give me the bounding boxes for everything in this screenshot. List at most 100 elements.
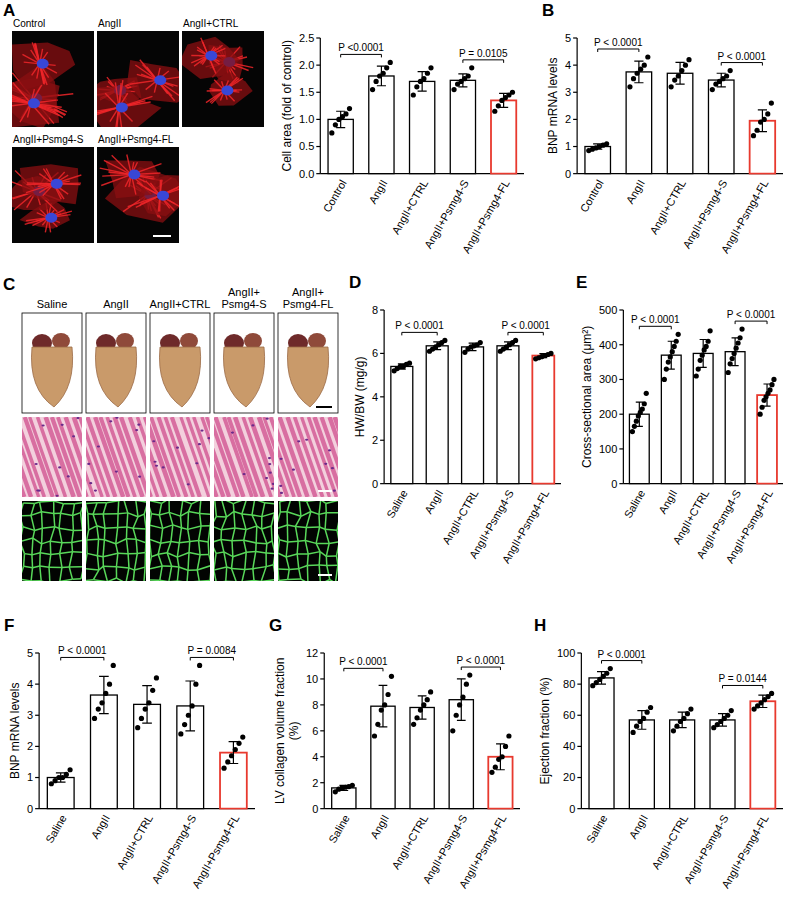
membrane <box>278 553 286 557</box>
data-point <box>604 141 609 146</box>
data-marks <box>629 327 777 484</box>
membrane <box>288 578 301 580</box>
data-point <box>414 84 419 89</box>
membrane <box>252 515 262 517</box>
membrane <box>144 567 145 581</box>
membrane <box>167 542 171 553</box>
image-panel: CSalineAngIIAngII+CTRLAngII+Psmg4-SAngII… <box>0 275 399 584</box>
x-tick-label: AngII+Psmg4-FL <box>719 813 771 891</box>
data-point <box>676 332 681 337</box>
error-bar <box>458 74 467 87</box>
membrane <box>278 512 280 529</box>
membrane <box>188 552 189 570</box>
stress-fiber <box>32 210 64 226</box>
data-point <box>150 688 155 693</box>
membrane <box>97 556 98 570</box>
y-tick-label: 0 <box>565 168 571 180</box>
membrane <box>177 567 179 581</box>
myofiber <box>158 417 186 497</box>
nucleus <box>55 495 58 497</box>
myofiber <box>278 417 300 497</box>
nucleus <box>328 449 331 451</box>
y-tick-label: 0 <box>27 803 33 815</box>
data-point <box>374 79 379 84</box>
bar <box>629 720 654 809</box>
membrane <box>337 542 338 556</box>
membrane <box>244 540 256 543</box>
membrane <box>51 553 60 555</box>
membrane <box>23 527 35 531</box>
membrane <box>32 553 40 555</box>
membrane <box>69 566 82 568</box>
image-label-line: AngII+CTRL <box>150 298 211 310</box>
figure: AControlAngIIAngII+CTRLAngII+Psmg4-SAngI… <box>0 0 795 901</box>
data-point <box>489 770 494 775</box>
p-value: P < 0.0001 <box>631 314 680 325</box>
data-point <box>688 706 693 711</box>
membrane <box>326 555 336 557</box>
data-point <box>670 349 675 354</box>
y-axis-line <box>39 653 40 809</box>
p-value: P < 0.0001 <box>594 37 643 48</box>
y-axis-line <box>623 310 624 484</box>
membrane <box>197 565 210 570</box>
stress-fiber <box>97 96 152 118</box>
nucleus <box>200 430 203 432</box>
heart <box>287 347 328 407</box>
membrane <box>93 503 97 515</box>
membrane <box>116 553 117 566</box>
membrane <box>316 543 329 545</box>
y-tick-label: 0.5 <box>299 140 314 152</box>
membrane <box>316 527 319 543</box>
chart-panel: BBNP mRNA levels012345P < 0.0001P < 0.00… <box>542 1 783 255</box>
membrane <box>231 569 236 581</box>
micrograph-cells <box>97 60 179 127</box>
membrane <box>327 564 338 566</box>
membrane <box>215 501 217 516</box>
stress-fiber <box>191 48 225 63</box>
y-tick-label: 2.5 <box>299 32 314 44</box>
data-point <box>735 340 740 345</box>
stress-fiber <box>13 83 49 125</box>
membrane <box>189 504 192 512</box>
membrane <box>107 501 119 503</box>
membrane <box>86 553 87 568</box>
nucleus <box>280 492 283 494</box>
stress-fiber <box>197 47 219 64</box>
membrane <box>104 540 115 544</box>
membrane <box>233 504 235 512</box>
error-bar <box>336 111 345 127</box>
membrane <box>280 511 287 513</box>
y-axis-title: Ejection fraction (%) <box>538 677 552 784</box>
membrane <box>325 513 326 529</box>
chart-panel: GLV collagen volume fraction(%)024681012… <box>269 616 520 890</box>
membrane <box>103 566 107 581</box>
image-label: AngII+Psmg4-S <box>221 286 266 310</box>
membrane <box>288 541 298 543</box>
membrane <box>158 553 167 555</box>
bar <box>626 72 652 174</box>
wga-mesh <box>214 501 274 581</box>
membrane <box>214 516 216 526</box>
membrane <box>221 517 226 530</box>
membrane <box>128 513 138 517</box>
bar <box>667 73 693 173</box>
y-tick-label: 2 <box>565 113 571 125</box>
membrane <box>31 512 41 516</box>
y-tick-label: 3 <box>565 86 571 98</box>
nucleus <box>231 432 234 434</box>
membrane <box>40 502 42 512</box>
data-point <box>672 77 677 82</box>
error-bar <box>496 744 505 770</box>
data-marks <box>47 663 246 809</box>
error-bar <box>758 695 767 707</box>
membrane <box>295 526 298 541</box>
membrane <box>181 528 187 530</box>
heart <box>95 347 136 407</box>
membrane <box>22 503 23 516</box>
membrane <box>327 566 330 580</box>
membrane <box>127 554 129 568</box>
membrane <box>286 554 297 557</box>
membrane <box>116 528 118 544</box>
data-point <box>67 767 72 772</box>
